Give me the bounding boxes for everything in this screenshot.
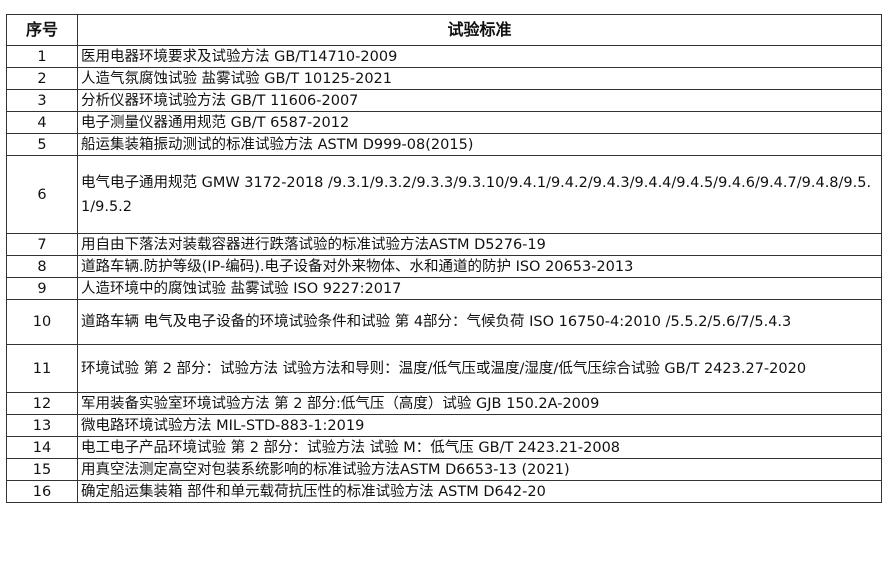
table-header-row: 序号 试验标准 (6, 14, 882, 46)
row-number: 12 (6, 392, 78, 415)
table-row: 15 用真空法测定高空对包装系统影响的标准试验方法ASTM D6653-13 (2… (6, 458, 882, 481)
table-row: 2 人造气氛腐蚀试验 盐雾试验 GB/T 10125-2021 (6, 67, 882, 90)
row-number: 10 (6, 299, 78, 345)
table-row: 16 确定船运集装箱 部件和单元载荷抗压性的标准试验方法 ASTM D642-20 (6, 480, 882, 503)
row-number: 1 (6, 45, 78, 68)
table-row: 7 用自由下落法对装载容器进行跌落试验的标准试验方法ASTM D5276-19 (6, 233, 882, 256)
row-number: 8 (6, 255, 78, 278)
row-standard: 用真空法测定高空对包装系统影响的标准试验方法ASTM D6653-13 (202… (77, 458, 882, 481)
row-number: 3 (6, 89, 78, 112)
row-standard: 道路车辆.防护等级(IP-编码).电子设备对外来物体、水和通道的防护 ISO 2… (77, 255, 882, 278)
row-standard: 微电路环境试验方法 MIL-STD-883-1:2019 (77, 414, 882, 437)
table-row: 8 道路车辆.防护等级(IP-编码).电子设备对外来物体、水和通道的防护 ISO … (6, 255, 882, 278)
row-standard: 人造环境中的腐蚀试验 盐雾试验 ISO 9227:2017 (77, 277, 882, 300)
header-number: 序号 (6, 14, 78, 46)
row-number: 7 (6, 233, 78, 256)
row-number: 13 (6, 414, 78, 437)
row-standard: 道路车辆 电气及电子设备的环境试验条件和试验 第 4部分：气候负荷 ISO 16… (77, 299, 882, 345)
row-number: 11 (6, 344, 78, 393)
standards-table: 序号 试验标准 1 医用电器环境要求及试验方法 GB/T14710-2009 2 人造… (6, 14, 882, 503)
table-row: 11 环境试验 第 2 部分：试验方法 试验方法和导则：温度/低气压或温度/湿度/… (6, 344, 882, 393)
row-standard: 医用电器环境要求及试验方法 GB/T14710-2009 (77, 45, 882, 68)
row-number: 4 (6, 111, 78, 134)
row-number: 9 (6, 277, 78, 300)
table-row: 1 医用电器环境要求及试验方法 GB/T14710-2009 (6, 45, 882, 68)
table-row: 4 电子测量仪器通用规范 GB/T 6587-2012 (6, 111, 882, 134)
table-row: 3 分析仪器环境试验方法 GB/T 11606-2007 (6, 89, 882, 112)
row-standard: 电子测量仪器通用规范 GB/T 6587-2012 (77, 111, 882, 134)
table-row: 10 道路车辆 电气及电子设备的环境试验条件和试验 第 4部分：气候负荷 ISO … (6, 299, 882, 345)
row-number: 16 (6, 480, 78, 503)
header-standard: 试验标准 (77, 14, 882, 46)
row-standard: 军用装备实验室环境试验方法 第 2 部分:低气压（高度）试验 GJB 150.2… (77, 392, 882, 415)
table-row: 14 电工电子产品环境试验 第 2 部分：试验方法 试验 M：低气压 GB/T 2… (6, 436, 882, 459)
row-number: 15 (6, 458, 78, 481)
row-number: 14 (6, 436, 78, 459)
row-standard: 确定船运集装箱 部件和单元载荷抗压性的标准试验方法 ASTM D642-20 (77, 480, 882, 503)
row-standard: 用自由下落法对装载容器进行跌落试验的标准试验方法ASTM D5276-19 (77, 233, 882, 256)
table-row: 9 人造环境中的腐蚀试验 盐雾试验 ISO 9227:2017 (6, 277, 882, 300)
row-number: 6 (6, 155, 78, 234)
row-standard: 电气电子通用规范 GMW 3172-2018 /9.3.1/9.3.2/9.3.… (77, 155, 882, 234)
row-standard: 电工电子产品环境试验 第 2 部分：试验方法 试验 M：低气压 GB/T 242… (77, 436, 882, 459)
row-standard: 分析仪器环境试验方法 GB/T 11606-2007 (77, 89, 882, 112)
row-standard: 船运集装箱振动测试的标准试验方法 ASTM D999-08(2015) (77, 133, 882, 156)
table-row: 12 军用装备实验室环境试验方法 第 2 部分:低气压（高度）试验 GJB 150… (6, 392, 882, 415)
table-row: 6 电气电子通用规范 GMW 3172-2018 /9.3.1/9.3.2/9.3… (6, 155, 882, 234)
row-number: 2 (6, 67, 78, 90)
row-standard: 人造气氛腐蚀试验 盐雾试验 GB/T 10125-2021 (77, 67, 882, 90)
table-row: 5 船运集装箱振动测试的标准试验方法 ASTM D999-08(2015) (6, 133, 882, 156)
row-number: 5 (6, 133, 78, 156)
table-row: 13 微电路环境试验方法 MIL-STD-883-1:2019 (6, 414, 882, 437)
row-standard: 环境试验 第 2 部分：试验方法 试验方法和导则：温度/低气压或温度/湿度/低气… (77, 344, 882, 393)
